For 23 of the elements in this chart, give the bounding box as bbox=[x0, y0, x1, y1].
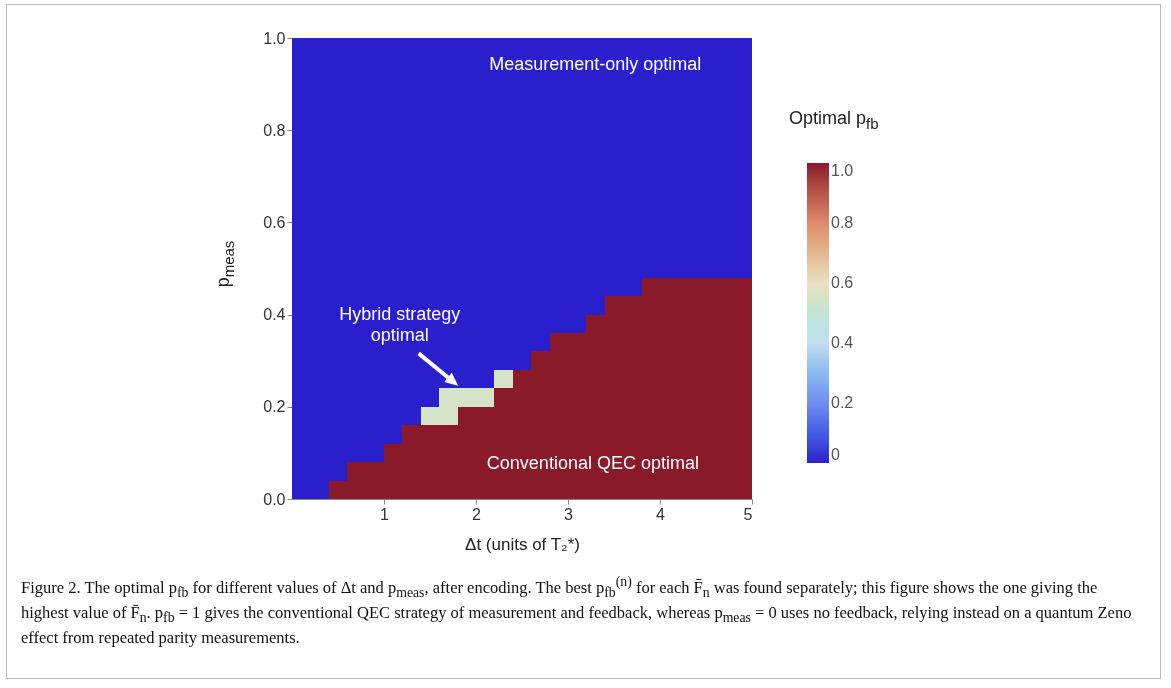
color-bar-label: 0.4 bbox=[831, 334, 854, 351]
y-tick-label: 0.8 bbox=[263, 121, 286, 139]
y-tick-label: 0.2 bbox=[263, 398, 286, 416]
color-bar-title: Optimal p$_{fb}$ bbox=[789, 108, 879, 132]
color-bar-label: 0.6 bbox=[831, 274, 854, 291]
x-axis-title: Δt (units of T₂*) bbox=[465, 534, 580, 554]
annotation: Hybrid strategy optimal bbox=[339, 304, 461, 348]
color-bar-label: 0.2 bbox=[831, 394, 854, 411]
annotation: Measurement-only optimal bbox=[489, 54, 702, 77]
annotation: Conventional QEC optimal bbox=[486, 453, 699, 475]
color-bar-label: 1.0 bbox=[831, 162, 854, 179]
y-tick-label: 0.6 bbox=[263, 213, 286, 231]
color-bar-label: 0 bbox=[831, 446, 840, 463]
x-tick-label: 3 bbox=[564, 505, 574, 523]
x-tick-label: 4 bbox=[656, 505, 666, 523]
text: Figure 2. The optimal p$_{fb}$ for different values of Δt and p$_{meas}$, after encoding. The best p$_{fb}$$^{(n)}$ for each F̄$_{n}$ was found separately; this figure shows the one giving the highest value of F̄$_{n}$. p$_{fb}$ = 1 gives the conventional QEC strategy of measurement and feedback, whereas p$_{meas}$ = 0 uses no feedback, relying instead on a quantum Zeno effect from repeated parity measurements. bbox=[21, 574, 1132, 647]
x-tick-label: 2 bbox=[472, 505, 482, 523]
y-tick-label: 0.4 bbox=[263, 306, 286, 324]
x-tick-label: 5 bbox=[743, 505, 753, 523]
y-tick-label: 1.0 bbox=[263, 29, 286, 47]
y-tick-label: 0.0 bbox=[263, 490, 286, 508]
x-tick-label: 1 bbox=[380, 505, 390, 523]
color-bar-label: 0.8 bbox=[831, 214, 854, 231]
